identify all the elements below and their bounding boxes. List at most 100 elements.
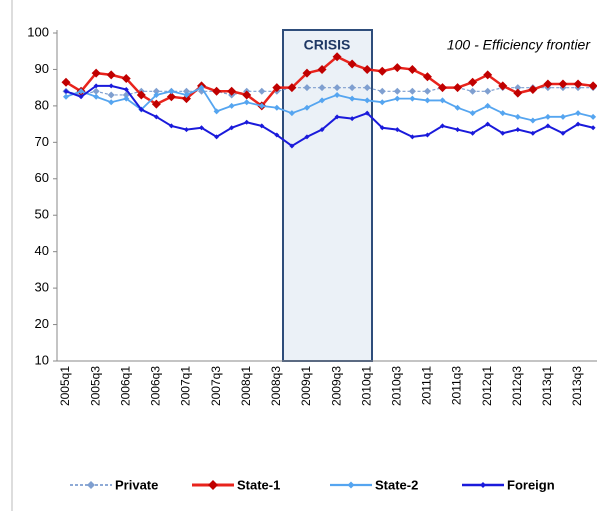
point-marker	[168, 123, 174, 129]
point-marker	[559, 113, 566, 120]
point-marker	[122, 91, 130, 99]
point-marker	[438, 83, 447, 93]
x-tick-label: 2005q3	[88, 366, 102, 406]
point-marker	[423, 87, 431, 95]
point-marker	[454, 104, 461, 111]
point-marker	[499, 110, 506, 117]
x-tick-label: 2011q3	[450, 366, 464, 405]
point-marker	[424, 97, 431, 104]
point-marker	[469, 87, 477, 95]
x-tick-label: 2012q1	[480, 366, 494, 406]
legend-marker	[347, 481, 355, 489]
point-marker	[590, 113, 597, 120]
point-marker	[91, 68, 101, 78]
point-marker	[332, 52, 342, 62]
point-marker	[153, 114, 159, 120]
point-marker	[317, 64, 327, 74]
x-tick-label: 2012q3	[510, 366, 524, 406]
point-marker	[545, 123, 551, 129]
point-marker	[407, 64, 417, 74]
legend-label: Foreign	[507, 477, 555, 492]
point-marker	[151, 99, 161, 109]
point-marker	[485, 121, 491, 127]
point-marker	[379, 99, 386, 106]
point-marker	[182, 87, 190, 95]
point-marker	[364, 110, 370, 116]
point-marker	[590, 125, 596, 131]
point-marker	[560, 130, 566, 136]
crisis-label: CRISIS	[304, 37, 351, 53]
point-marker	[347, 59, 357, 69]
point-marker	[243, 99, 250, 106]
point-marker	[289, 143, 295, 149]
point-marker	[152, 87, 160, 95]
point-marker	[455, 127, 461, 133]
point-marker	[408, 87, 416, 95]
point-marker	[409, 95, 416, 102]
point-marker	[379, 125, 385, 131]
point-marker	[244, 119, 250, 125]
point-marker	[514, 113, 521, 120]
x-tick-label: 2008q3	[269, 366, 283, 406]
point-marker	[153, 91, 160, 98]
point-marker	[558, 79, 568, 89]
y-tick-label: 40	[35, 243, 49, 258]
point-marker	[121, 74, 131, 84]
point-marker	[377, 66, 387, 76]
point-marker	[394, 127, 400, 133]
point-marker	[272, 83, 282, 93]
point-marker	[214, 134, 220, 140]
point-marker	[92, 87, 100, 95]
series-line	[65, 84, 594, 148]
x-tick-label: 2007q1	[179, 366, 193, 406]
legend-label: State-1	[237, 477, 280, 492]
point-marker	[588, 81, 597, 91]
point-marker	[212, 86, 222, 96]
x-tick-label: 2006q3	[149, 366, 163, 406]
x-tick-label: 2011q1	[420, 366, 434, 405]
legend-marker	[208, 480, 218, 490]
y-tick-label: 90	[35, 61, 49, 76]
point-marker	[199, 125, 205, 131]
point-marker	[258, 87, 266, 95]
point-marker	[348, 84, 356, 92]
point-marker	[242, 90, 252, 100]
point-marker	[107, 91, 115, 99]
y-tick-label: 100	[27, 24, 49, 39]
crisis-box	[282, 29, 373, 362]
x-tick-label: 2008q1	[239, 366, 253, 406]
x-tick-label: 2009q3	[329, 366, 343, 406]
point-marker	[484, 102, 491, 109]
point-marker	[498, 81, 508, 91]
annotation: 100 - Efficiency frontier	[447, 37, 592, 53]
point-marker	[63, 93, 69, 100]
point-marker	[349, 95, 356, 102]
point-marker	[227, 86, 237, 96]
point-marker	[106, 70, 116, 80]
x-tick-label: 2010q3	[389, 366, 403, 406]
point-marker	[258, 102, 265, 109]
series-line	[65, 87, 594, 96]
point-marker	[78, 88, 85, 95]
point-marker	[470, 130, 476, 136]
point-marker	[409, 134, 415, 140]
point-marker	[513, 88, 523, 98]
point-marker	[61, 77, 71, 87]
point-marker	[394, 95, 401, 102]
point-marker	[393, 87, 401, 95]
point-marker	[319, 127, 325, 133]
point-marker	[63, 88, 69, 94]
point-marker	[440, 123, 445, 129]
point-marker	[288, 110, 295, 117]
point-marker	[529, 117, 536, 124]
point-marker	[181, 94, 191, 104]
x-tick-label: 2005q1	[58, 366, 72, 406]
point-marker	[573, 79, 583, 89]
point-marker	[123, 95, 130, 102]
x-tick-label: 2006q1	[118, 366, 132, 406]
point-marker	[515, 127, 521, 133]
point-marker	[424, 132, 430, 138]
point-marker	[333, 84, 341, 92]
point-marker	[78, 94, 84, 100]
